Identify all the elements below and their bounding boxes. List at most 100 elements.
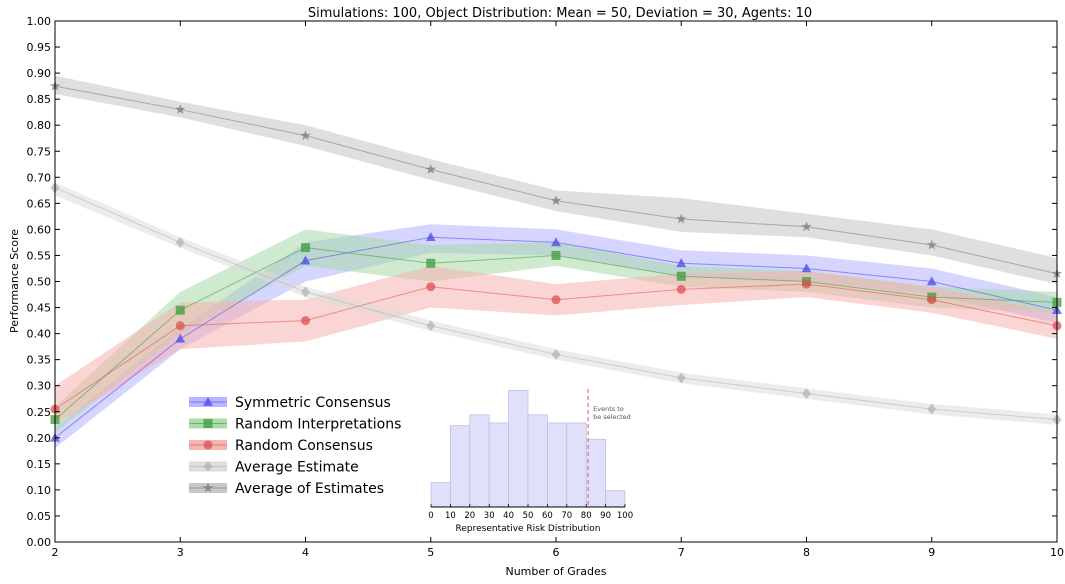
data-point <box>676 213 687 224</box>
x-tick-label: 2 <box>52 546 59 559</box>
y-tick-label: 0.40 <box>27 328 52 341</box>
legend-label: Average Estimate <box>235 460 359 476</box>
data-point <box>426 282 436 292</box>
y-tick-label: 0.50 <box>27 276 52 289</box>
data-point <box>801 221 812 232</box>
inset-tick-label: 10 <box>445 511 456 521</box>
confidence-bands <box>55 75 1057 449</box>
y-tick-label: 0.75 <box>27 145 52 158</box>
data-point <box>301 316 310 326</box>
data-point <box>551 250 561 260</box>
data-point <box>551 349 561 360</box>
y-tick-label: 0.45 <box>27 302 52 315</box>
y-tick-label: 1.00 <box>27 15 52 28</box>
data-point <box>551 295 561 305</box>
inset-histogram: 0 10 20 30 40 50 60 70 80 90 100 Representative Ris… <box>428 389 633 534</box>
y-tick-label: 0.00 <box>27 536 52 549</box>
inset-tick-label: 20 <box>464 511 475 521</box>
legend-marker <box>203 396 213 406</box>
histogram-bar <box>527 414 548 508</box>
y-tick-label: 0.70 <box>27 171 52 184</box>
y-tick-label: 0.80 <box>27 119 52 132</box>
x-tick-label: 3 <box>177 546 184 559</box>
x-tick-label: 9 <box>928 546 935 559</box>
x-tick-label: 4 <box>302 546 309 559</box>
data-point <box>175 237 185 248</box>
data-point <box>676 271 686 281</box>
x-tick-label: 5 <box>427 546 434 559</box>
histogram-bar <box>547 422 568 508</box>
histogram-bar <box>430 482 451 508</box>
data-point <box>301 286 310 298</box>
x-axis-label: Number of Grades <box>505 565 606 578</box>
data-point <box>926 276 937 286</box>
inset-tick-label: 40 <box>503 511 514 521</box>
legend-marker <box>203 461 213 472</box>
y-tick-label: 0.25 <box>27 406 52 419</box>
inset-tick-label: 80 <box>581 511 592 521</box>
inset-tick-label: 90 <box>600 511 611 521</box>
data-point <box>676 284 686 294</box>
legend-marker <box>202 482 214 493</box>
data-point <box>676 258 687 268</box>
legend-label: Random Interpretations <box>235 417 401 433</box>
axes: 2 3 4 5 6 7 8 9 10 0.00 0.05 0.10 0.15 0.20 0.25 0.30 0.… <box>27 15 1065 559</box>
x-tick-label: 8 <box>803 546 810 559</box>
data-point <box>175 321 185 331</box>
data-point <box>175 333 186 343</box>
inset-tick-label: 50 <box>523 511 534 521</box>
data-point <box>802 279 811 289</box>
data-point <box>175 305 185 315</box>
legend-marker <box>203 440 213 450</box>
data-point <box>676 372 686 384</box>
x-tick-label: 7 <box>678 546 685 559</box>
data-point <box>927 403 937 415</box>
histogram-bar <box>585 438 606 508</box>
y-tick-label: 0.15 <box>27 458 52 471</box>
data-point <box>425 232 436 242</box>
inset-tick-label: 60 <box>542 511 553 521</box>
data-point <box>927 295 937 305</box>
inset-tick-label: 30 <box>484 511 495 521</box>
y-tick-label: 0.90 <box>27 67 52 80</box>
data-point <box>551 237 561 247</box>
legend-marker <box>203 419 213 428</box>
y-tick-label: 0.65 <box>27 197 52 210</box>
data-point <box>426 258 436 268</box>
data-point <box>426 320 436 332</box>
data-point <box>802 388 811 399</box>
legend-label: Random Consensus <box>235 438 373 454</box>
histogram-bar <box>450 425 471 508</box>
chart-title: Simulations: 100, Object Distribution: M… <box>308 6 812 21</box>
data-point <box>301 243 310 253</box>
histogram-bar <box>566 422 587 508</box>
y-tick-label: 0.85 <box>27 93 52 106</box>
confidence-band <box>55 265 1057 425</box>
histogram-bar <box>469 414 490 508</box>
data-point <box>175 104 186 114</box>
x-tick-label: 6 <box>553 546 560 559</box>
inset-tick-label: 0 <box>428 511 433 521</box>
x-tick-label: 10 <box>1050 546 1064 559</box>
inset-tick-label: 100 <box>617 511 633 521</box>
data-point <box>300 130 311 140</box>
histogram-bar <box>605 490 626 508</box>
legend-label: Symmetric Consensus <box>235 395 391 411</box>
threshold-annotation: be selected <box>593 413 631 421</box>
y-tick-label: 0.30 <box>27 380 52 393</box>
y-tick-label: 0.60 <box>27 223 52 236</box>
data-point <box>926 239 937 250</box>
histogram-bar <box>508 390 529 508</box>
inset-x-label: Representative Risk Distribution <box>456 524 601 534</box>
y-axis-label: Performance Score <box>8 229 21 333</box>
legend: Symmetric Consensus Random Interpretation… <box>189 395 401 497</box>
threshold-annotation: Events to <box>593 405 624 413</box>
y-tick-label: 0.95 <box>27 41 52 54</box>
y-tick-label: 0.20 <box>27 432 52 445</box>
data-point <box>425 164 436 174</box>
inset-tick-label: 70 <box>561 511 572 521</box>
histogram-bar <box>488 422 509 508</box>
y-tick-label: 0.05 <box>27 510 52 523</box>
